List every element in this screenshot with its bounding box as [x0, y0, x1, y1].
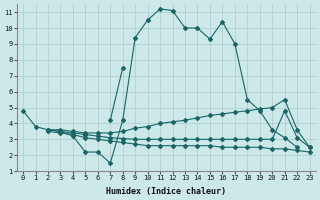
X-axis label: Humidex (Indice chaleur): Humidex (Indice chaleur): [106, 187, 226, 196]
